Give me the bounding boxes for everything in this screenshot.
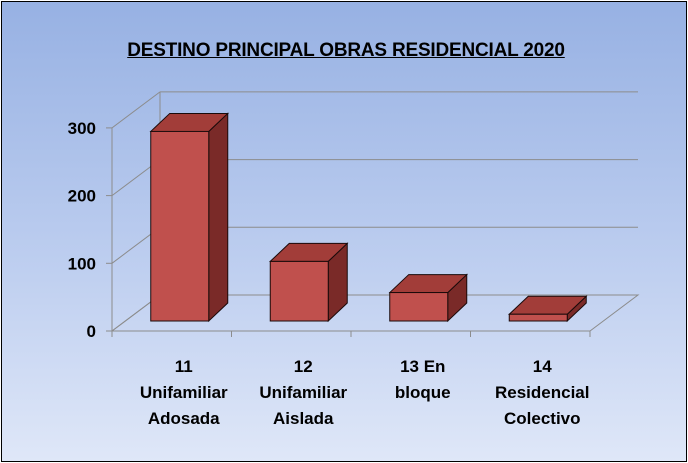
bar-2 <box>268 242 349 323</box>
bar-1 <box>149 112 230 323</box>
y-tick-label: 200 <box>68 187 96 206</box>
bar-side <box>208 112 229 323</box>
y-tick-label: 0 <box>87 322 96 341</box>
bar-4 <box>507 295 588 323</box>
y-tick-label: 100 <box>68 254 96 273</box>
bar-front <box>508 313 568 322</box>
x-tick-label: 13 En bloque <box>395 357 451 402</box>
bar-front <box>150 130 210 322</box>
x-tick-label: 11 Unifamiliar Adosada <box>140 357 228 428</box>
y-tick-label: 300 <box>68 119 96 138</box>
bar-front <box>269 260 329 322</box>
chart-title: DESTINO PRINCIPAL OBRAS RESIDENCIAL 2020 <box>127 40 565 61</box>
x-tick-label: 12 Unifamiliar Aislada <box>259 357 347 428</box>
x-tick-label: 14 Residencial Colectivo <box>495 357 590 428</box>
gridline-diagonal <box>111 91 161 129</box>
bar-3 <box>388 273 469 323</box>
bar-front <box>389 292 449 322</box>
